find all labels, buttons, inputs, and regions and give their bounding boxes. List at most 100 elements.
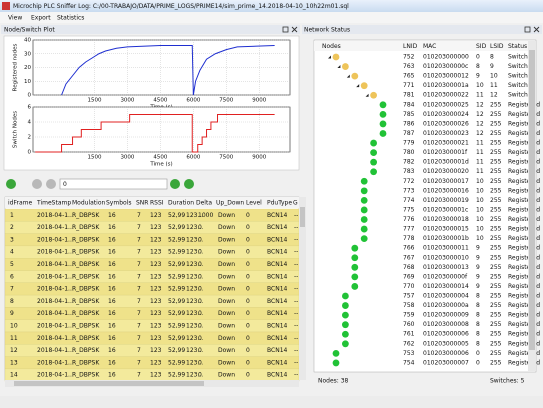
column-header: Level — [246, 200, 262, 207]
table-cell: 52,99 — [168, 335, 185, 342]
close-button[interactable] — [533, 26, 540, 33]
table-cell: 010203000023 — [423, 130, 469, 137]
table-cell: 2018-04-1... — [37, 236, 74, 243]
table-cell: 12 — [476, 111, 484, 118]
float-button[interactable] — [282, 26, 289, 33]
table-cell: 752 — [403, 54, 415, 61]
last-button[interactable] — [184, 179, 194, 189]
table-cell: 787 — [403, 130, 415, 137]
x-tick-label: 4500 — [153, 155, 167, 161]
menu-item[interactable]: View — [8, 15, 22, 22]
table-cell: 754 — [403, 359, 415, 366]
prev-button[interactable] — [46, 179, 56, 189]
table-cell: 16 — [108, 310, 116, 317]
table-cell: 010203000009 — [423, 312, 469, 319]
node-icon — [360, 206, 368, 214]
table-cell: R_DBPSK — [72, 323, 100, 330]
v-scrollbar[interactable] — [299, 197, 306, 380]
node-icon — [332, 349, 340, 357]
table-cell: Registered — [508, 149, 540, 156]
table-cell: Registered — [508, 302, 540, 309]
table-cell: -- — [294, 372, 298, 379]
table-cell: Registered — [508, 293, 540, 300]
table-cell: 0 — [198, 298, 202, 305]
y-tick-label: 10 — [24, 79, 31, 85]
table-cell: Registered — [508, 359, 540, 366]
table-cell: Registered — [508, 340, 540, 347]
table-cell: 772 — [403, 178, 415, 185]
table-cell: Registered — [508, 206, 540, 213]
table-cell: 11 — [476, 149, 484, 156]
table-cell: Switch — [508, 92, 528, 99]
table-cell: BCN14 — [267, 347, 288, 354]
menu-item[interactable]: Export — [31, 15, 51, 22]
table-cell: 123 — [150, 372, 162, 379]
first-button[interactable] — [32, 179, 42, 189]
table-cell: BCN14 — [267, 372, 288, 379]
scroll-thumb[interactable] — [14, 381, 204, 386]
node-icon — [351, 244, 359, 252]
nodes-count: Nodes: 38 — [318, 378, 349, 385]
table-cell: 010203000018 — [423, 216, 469, 223]
table-cell: 123 — [150, 212, 162, 219]
table-cell: 9 — [476, 273, 480, 280]
table-cell: 0 — [198, 359, 202, 366]
table-cell: Registered — [508, 264, 540, 271]
y-tick-label: 30 — [24, 51, 31, 57]
column-header: SID — [476, 43, 487, 50]
table-cell: 8 — [10, 298, 14, 305]
table-cell: Registered — [508, 197, 540, 204]
table-cell: 52,99 — [168, 236, 185, 243]
table-cell: 255 — [490, 302, 502, 309]
scroll-thumb[interactable] — [529, 50, 535, 350]
table-cell: 255 — [490, 359, 502, 366]
status-bar — [0, 396, 543, 408]
table-cell: 7 — [10, 286, 14, 293]
table-cell: 255 — [490, 321, 502, 328]
menu-item[interactable]: Statistics — [57, 15, 84, 22]
table-cell: 9 — [490, 63, 494, 70]
table-cell: 0 — [246, 212, 250, 219]
table-cell: 9 — [476, 254, 480, 261]
node-icon — [379, 101, 387, 109]
table-cell: BCN14 — [267, 323, 288, 330]
table-cell: 123 — [150, 310, 162, 317]
table-cell: BCN14 — [267, 249, 288, 256]
float-button[interactable] — [524, 26, 531, 33]
table-cell: 12 — [476, 120, 484, 127]
table-cell: R_DBPSK — [72, 347, 100, 354]
table-cell: 010203000004 — [423, 293, 469, 300]
scroll-thumb[interactable] — [300, 207, 305, 227]
refresh-button[interactable] — [6, 179, 16, 189]
table-cell: 7 — [137, 286, 141, 293]
table-cell: Registered — [508, 111, 540, 118]
table-cell: 9 — [476, 73, 480, 80]
table-cell: 010203000022 — [423, 92, 469, 99]
table-cell: 123... — [186, 224, 203, 231]
network-table — [313, 39, 537, 373]
close-button[interactable] — [291, 26, 298, 33]
table-cell: 8 — [476, 340, 480, 347]
next-button[interactable] — [170, 179, 180, 189]
node-icon — [342, 340, 349, 348]
table-cell: BCN14 — [267, 310, 288, 317]
node-icon — [379, 120, 387, 128]
table-cell: 12 — [10, 347, 18, 354]
table-cell: Registered — [508, 312, 540, 319]
table-cell: 123... — [186, 347, 203, 354]
table-cell: 0 — [246, 298, 250, 305]
table-cell: 11 — [476, 140, 484, 147]
table-cell: 01020300001f — [423, 149, 468, 156]
table-cell: BCN14 — [267, 335, 288, 342]
table-cell: 16 — [108, 298, 116, 305]
table-cell: 01020300001d — [423, 159, 469, 166]
table-cell: 2018-04-1... — [37, 286, 74, 293]
x-axis-label: Time (s) — [149, 162, 172, 168]
table-cell: 010203000026 — [423, 120, 469, 127]
table-cell: 123... — [186, 212, 203, 219]
node-icon — [379, 110, 387, 118]
table-cell: 784 — [403, 101, 415, 108]
table-cell: 010203000014 — [423, 283, 469, 290]
frame-input[interactable] — [59, 178, 168, 190]
table-cell: 7 — [137, 273, 141, 280]
